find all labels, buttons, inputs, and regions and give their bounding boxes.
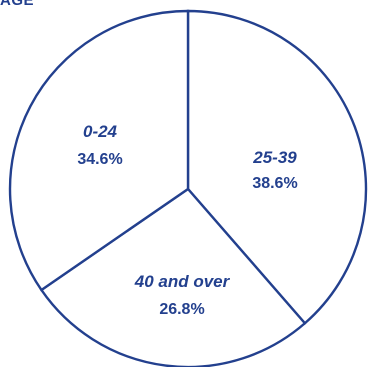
pie-slice-0-24 [8,9,190,292]
slice-value-40-and-over: 26.8% [159,301,204,318]
pie-slice-40-and-over [39,187,307,367]
slice-label-40-and-over: 40 and over [134,272,231,291]
chart-title: AGE [0,0,35,9]
slice-value-25-39: 38.6% [252,175,297,192]
slice-label-0-24: 0-24 [83,122,118,141]
slice-label-25-39: 25-39 [252,148,297,167]
slice-value-0-24: 34.6% [77,151,122,168]
pie-slice-25-39 [186,9,368,325]
